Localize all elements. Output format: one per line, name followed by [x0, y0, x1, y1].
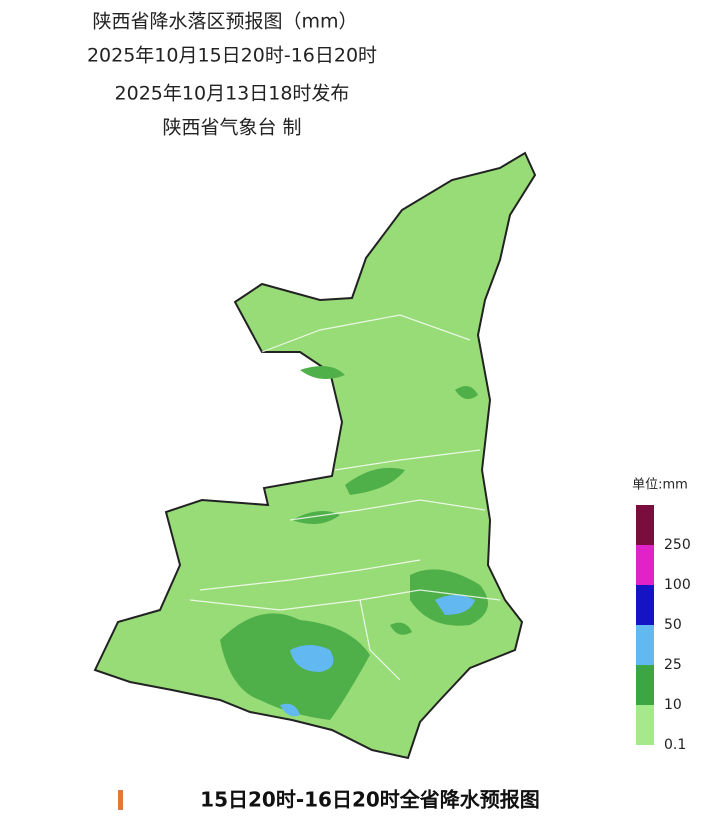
legend-title: 单位:mm — [632, 478, 688, 493]
legend: 250 100 50 25 10 0.1 — [636, 505, 691, 753]
legend-label: 50 — [664, 617, 682, 633]
legend-label: 10 — [664, 697, 682, 713]
forecast-period: 2025年10月15日20时-16日20时 — [87, 45, 377, 67]
caption-marker — [118, 790, 123, 810]
map-title: 陕西省降水落区预报图（mm） — [92, 11, 357, 33]
legend-swatch — [636, 585, 654, 625]
legend-swatch — [636, 665, 654, 705]
issue-time: 2025年10月13日18时发布 — [115, 83, 350, 105]
caption: 15日20时-16日20时全省降水预报图 — [200, 788, 540, 812]
city-boundaries — [189, 314, 501, 681]
rain-25-areas — [280, 595, 475, 717]
legend-swatch — [636, 505, 654, 545]
legend-swatch — [636, 545, 654, 585]
legend-label: 0.1 — [664, 737, 686, 753]
legend-label: 25 — [664, 657, 682, 673]
legend-swatch — [636, 625, 654, 665]
province-map — [93, 151, 537, 760]
issuer: 陕西省气象台 制 — [162, 117, 301, 139]
legend-swatch — [636, 705, 654, 745]
rain-10-areas — [220, 366, 488, 720]
legend-label: 100 — [664, 577, 691, 593]
legend-label: 250 — [664, 537, 691, 553]
